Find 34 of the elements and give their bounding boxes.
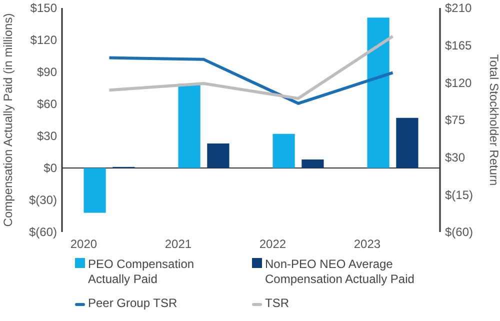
y-tick-label: $30 xyxy=(36,129,58,144)
y-axis-title: Compensation Actually Paid (in millions) xyxy=(1,13,15,227)
y2-tick-label: $75 xyxy=(445,113,466,128)
legend-label: TSR xyxy=(265,296,290,310)
bar xyxy=(302,159,324,168)
bar xyxy=(396,118,418,168)
x-tick-label: 2023 xyxy=(354,237,381,251)
y-tick-label: $150 xyxy=(30,1,58,16)
y-tick-label: $90 xyxy=(36,65,58,80)
bar xyxy=(272,134,295,168)
y-tick-label: $(30) xyxy=(28,193,57,208)
x-tick-label: 2020 xyxy=(70,237,98,251)
legend-label: Peer Group TSR xyxy=(88,296,178,310)
x-tick-label: 2022 xyxy=(259,237,286,251)
bar xyxy=(178,84,200,168)
y2-tick-label: $165 xyxy=(445,38,472,53)
bar xyxy=(367,18,390,168)
bar xyxy=(84,168,106,213)
y2-tick-label: $120 xyxy=(445,76,472,90)
x-tick-label: 2021 xyxy=(164,237,192,251)
y-tick-label: $(60) xyxy=(28,225,57,240)
y2-tick-label: $210 xyxy=(445,1,472,16)
line-series xyxy=(108,56,394,105)
line-series xyxy=(108,34,394,100)
legend-label: PEO Compensation Actually Paid xyxy=(88,257,194,286)
y2-axis-title: Total Stockholder Return xyxy=(487,54,500,186)
y-tick-label: $60 xyxy=(36,97,58,112)
y2-tick-label: $30 xyxy=(445,150,466,165)
legend-label: Non-PEO NEO Average Compensation Actually Paid xyxy=(265,257,414,286)
y-tick-label: $0 xyxy=(44,161,58,176)
y2-tick-label: $(60) xyxy=(445,225,474,240)
bar xyxy=(207,143,230,168)
y-tick-label: $120 xyxy=(30,33,58,48)
y2-tick-label: $(15) xyxy=(445,188,474,202)
